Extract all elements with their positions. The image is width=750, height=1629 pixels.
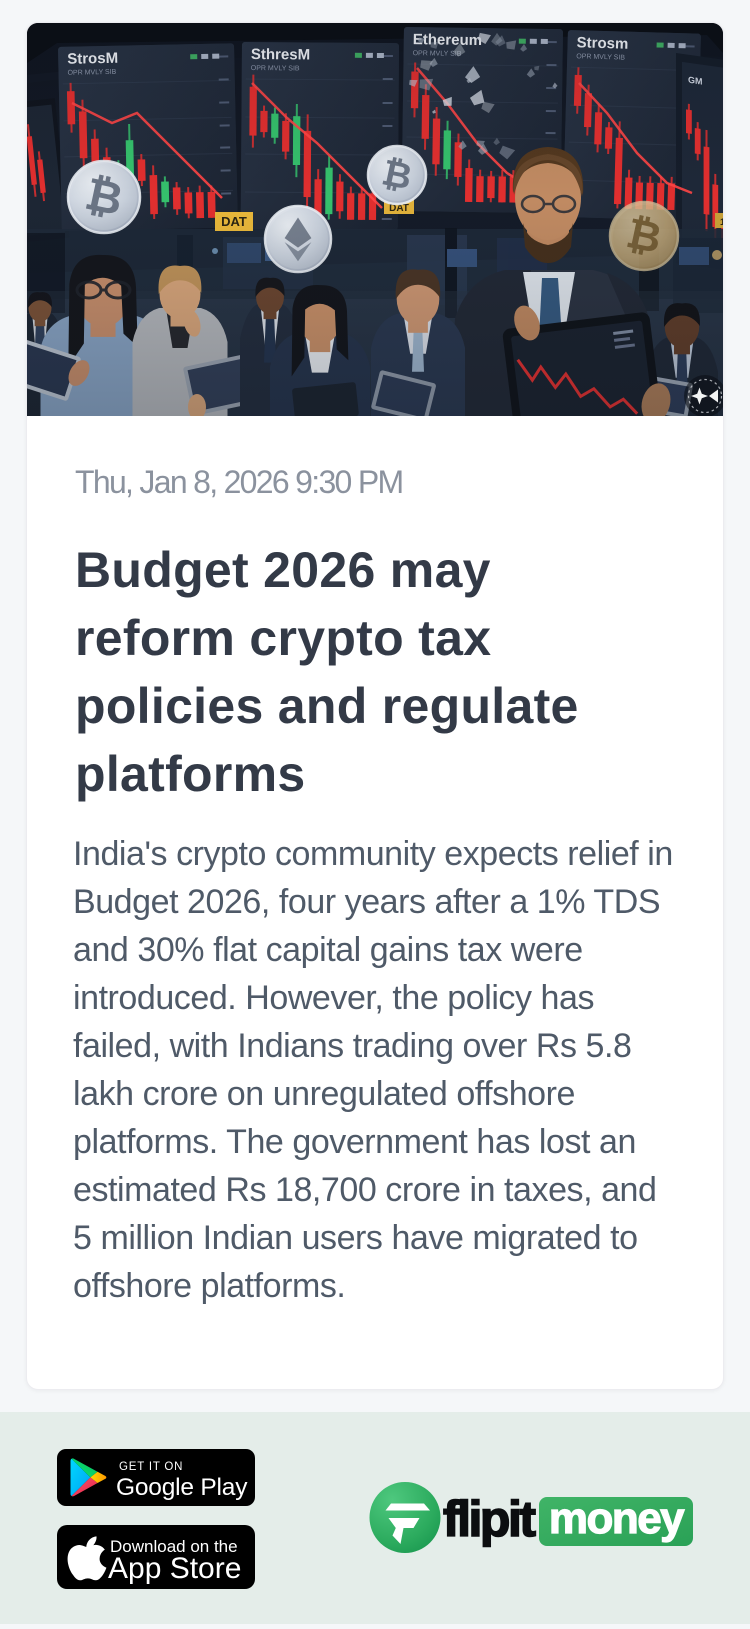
svg-text:Download on the: Download on the bbox=[110, 1537, 238, 1556]
svg-text:GET IT ON: GET IT ON bbox=[119, 1461, 183, 1473]
svg-text:flipit: flipit bbox=[443, 1491, 536, 1547]
svg-text:Google Play: Google Play bbox=[116, 1474, 248, 1501]
svg-text:money: money bbox=[549, 1494, 685, 1543]
svg-text:App Store: App Store bbox=[108, 1552, 241, 1585]
